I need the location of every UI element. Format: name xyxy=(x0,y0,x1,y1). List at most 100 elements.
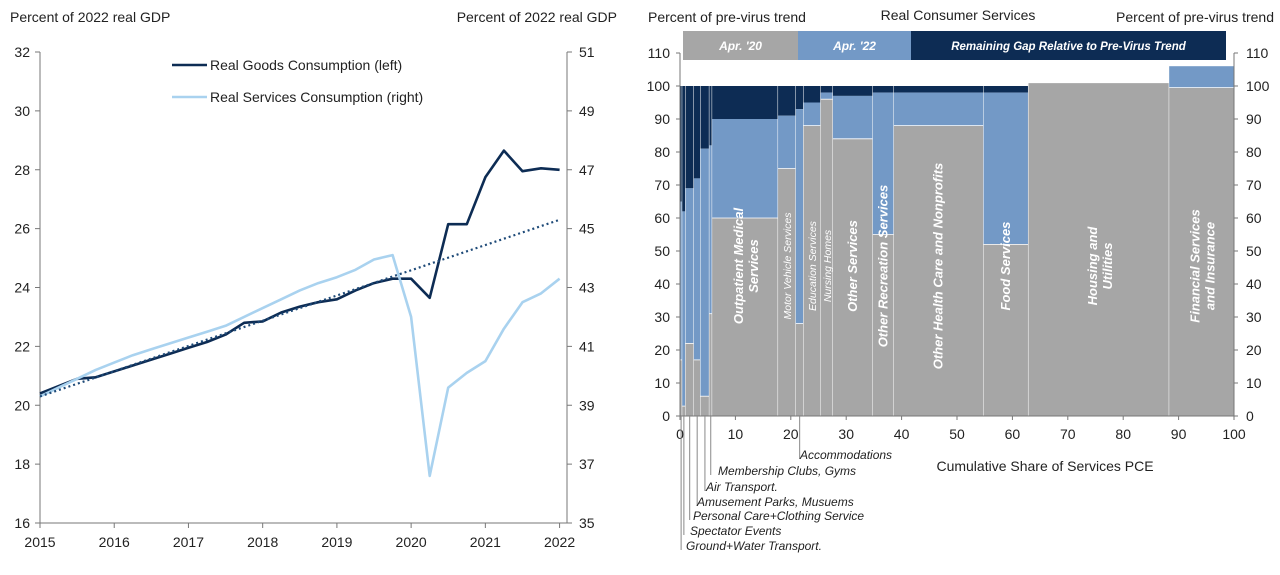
bar-segment-remaining-gap xyxy=(700,86,710,149)
bar-segment-apr20 xyxy=(803,125,821,416)
bar-segment-apr22 xyxy=(803,102,821,126)
right-y-tick-label: 30 xyxy=(1246,309,1262,325)
services-consumption-line xyxy=(39,253,561,478)
goods-trend-dotted-line xyxy=(39,218,560,398)
bar-segment-apr20 xyxy=(1169,87,1234,417)
left-y-tick-label: 10 xyxy=(654,375,670,391)
x-tick-label: 2019 xyxy=(321,534,352,550)
x-tick-label: 2022 xyxy=(544,534,575,550)
bar-category-label: Other Health Care and Nonprofits xyxy=(931,163,946,370)
legend-swatch xyxy=(798,31,911,60)
bar-segment-apr22 xyxy=(700,148,710,397)
bar-segment-remaining-gap xyxy=(682,86,686,212)
left-y-tick-label: 100 xyxy=(647,78,671,94)
bar-segment-remaining-gap xyxy=(820,86,833,93)
callout-label: Ground+Water Transport. xyxy=(686,539,822,553)
right-y-tick-label: 0 xyxy=(1246,408,1254,424)
legend-label: Remaining Gap Relative to Pre-Virus Tren… xyxy=(951,41,1187,53)
goods-consumption-line xyxy=(39,149,560,395)
left-y-tick-label: 20 xyxy=(14,397,30,413)
bar-segment-apr20 xyxy=(685,343,694,416)
bar-segment-apr22 xyxy=(712,119,779,218)
left-y-tick-label: 30 xyxy=(14,103,30,119)
left-axis-title: Percent of pre-virus trend xyxy=(648,9,806,25)
bar-segment-apr20 xyxy=(872,234,894,416)
right-y-tick-label: 39 xyxy=(579,397,595,413)
x-tick-label: 10 xyxy=(728,426,744,442)
bar-segment-remaining-gap xyxy=(693,86,701,179)
x-tick-label: 60 xyxy=(1005,426,1021,442)
legend-swatch xyxy=(683,31,798,60)
callout-label: Amusement Parks, Musuems xyxy=(696,495,854,509)
bar-segment-apr20 xyxy=(795,323,804,416)
right-y-tick-label: 37 xyxy=(579,456,595,472)
bar-segment-remaining-gap xyxy=(803,86,821,103)
x-tick-label: 50 xyxy=(949,426,965,442)
callout-label: Personal Care+Clothing Service xyxy=(693,509,864,523)
right-y-tick-label: 110 xyxy=(1246,45,1269,61)
legend-label: Apr. '20 xyxy=(718,39,762,53)
bar-segment-remaining-gap xyxy=(983,86,1029,93)
x-tick-label: 2017 xyxy=(173,534,204,550)
right-chart-real-consumer-services: Percent of pre-virus trend Real Consumer … xyxy=(647,7,1274,553)
right-y-tick-label: 41 xyxy=(579,338,595,354)
legend-swatch xyxy=(911,31,1226,60)
callout-label: Air Transport. xyxy=(705,480,778,494)
bar-segment-apr20 xyxy=(1028,82,1170,416)
bar-segment-remaining-gap xyxy=(685,86,694,189)
x-tick-label: 80 xyxy=(1115,426,1131,442)
bar-segment-apr20 xyxy=(680,359,683,416)
bar-category-label: Education Services xyxy=(807,220,819,311)
bar-segment-apr20 xyxy=(700,396,710,416)
x-tick-label: 20 xyxy=(783,426,799,442)
bar-segment-remaining-gap xyxy=(712,86,779,119)
bar-segment-apr22 xyxy=(893,92,984,126)
left-y-tick-label: 20 xyxy=(654,342,670,358)
bar-segment-apr20 xyxy=(712,218,779,416)
left-y-tick-label: 0 xyxy=(662,408,670,424)
bar-segment-apr20 xyxy=(893,125,984,416)
x-tick-label: 2015 xyxy=(24,534,55,550)
left-y-tick-label: 18 xyxy=(14,456,30,472)
right-y-tick-label: 35 xyxy=(579,515,595,531)
left-y-tick-label: 24 xyxy=(14,280,30,296)
right-y-tick-label: 45 xyxy=(579,221,595,237)
x-tick-label: 90 xyxy=(1171,426,1187,442)
left-y-tick-label: 40 xyxy=(654,276,670,292)
right-y-tick-label: 90 xyxy=(1246,111,1262,127)
x-tick-label: 70 xyxy=(1060,426,1076,442)
right-y-tick-label: 43 xyxy=(579,280,595,296)
left-y-tick-label: 60 xyxy=(654,210,670,226)
x-tick-label: 2018 xyxy=(247,534,278,550)
left-y-tick-label: 90 xyxy=(654,111,670,127)
bar-category-label: Nursing Homes xyxy=(822,229,834,302)
bar-segment-remaining-gap xyxy=(778,86,796,116)
left-y-tick-label: 26 xyxy=(14,221,30,237)
left-y-tick-label: 110 xyxy=(648,45,671,61)
chart-title: Real Consumer Services xyxy=(881,7,1036,23)
bar-segment-apr20 xyxy=(682,406,686,416)
right-y-tick-label: 51 xyxy=(579,44,595,60)
right-y-tick-label: 47 xyxy=(579,162,595,178)
bar-segment-apr22 xyxy=(680,201,683,360)
right-y-tick-label: 49 xyxy=(579,103,595,119)
callout-label: Spectator Events xyxy=(690,524,781,538)
left-y-tick-label: 30 xyxy=(654,309,670,325)
left-y-tick-label: 22 xyxy=(14,338,30,354)
bar-category-label: Housing andUtilities xyxy=(1085,226,1115,306)
bar-segment-apr20 xyxy=(709,313,713,416)
bar-segment-remaining-gap xyxy=(872,86,894,93)
bar-segment-apr22 xyxy=(832,95,873,139)
bar-segment-remaining-gap xyxy=(709,86,713,146)
right-axis-title: Percent of pre-virus trend xyxy=(1116,9,1274,25)
x-axis-title: Cumulative Share of Services PCE xyxy=(936,458,1153,474)
x-tick-label: 100 xyxy=(1222,426,1246,442)
bar-segment-apr22 xyxy=(820,92,833,100)
x-tick-label: 0 xyxy=(676,426,684,442)
bar-category-label: Motor Vehicle Services xyxy=(782,212,794,320)
bar-category-label: Food Services xyxy=(998,222,1013,311)
bar-segment-apr22 xyxy=(872,92,894,235)
bar-segment-apr22 xyxy=(685,188,694,344)
left-axis-title: Percent of 2022 real GDP xyxy=(10,9,170,25)
